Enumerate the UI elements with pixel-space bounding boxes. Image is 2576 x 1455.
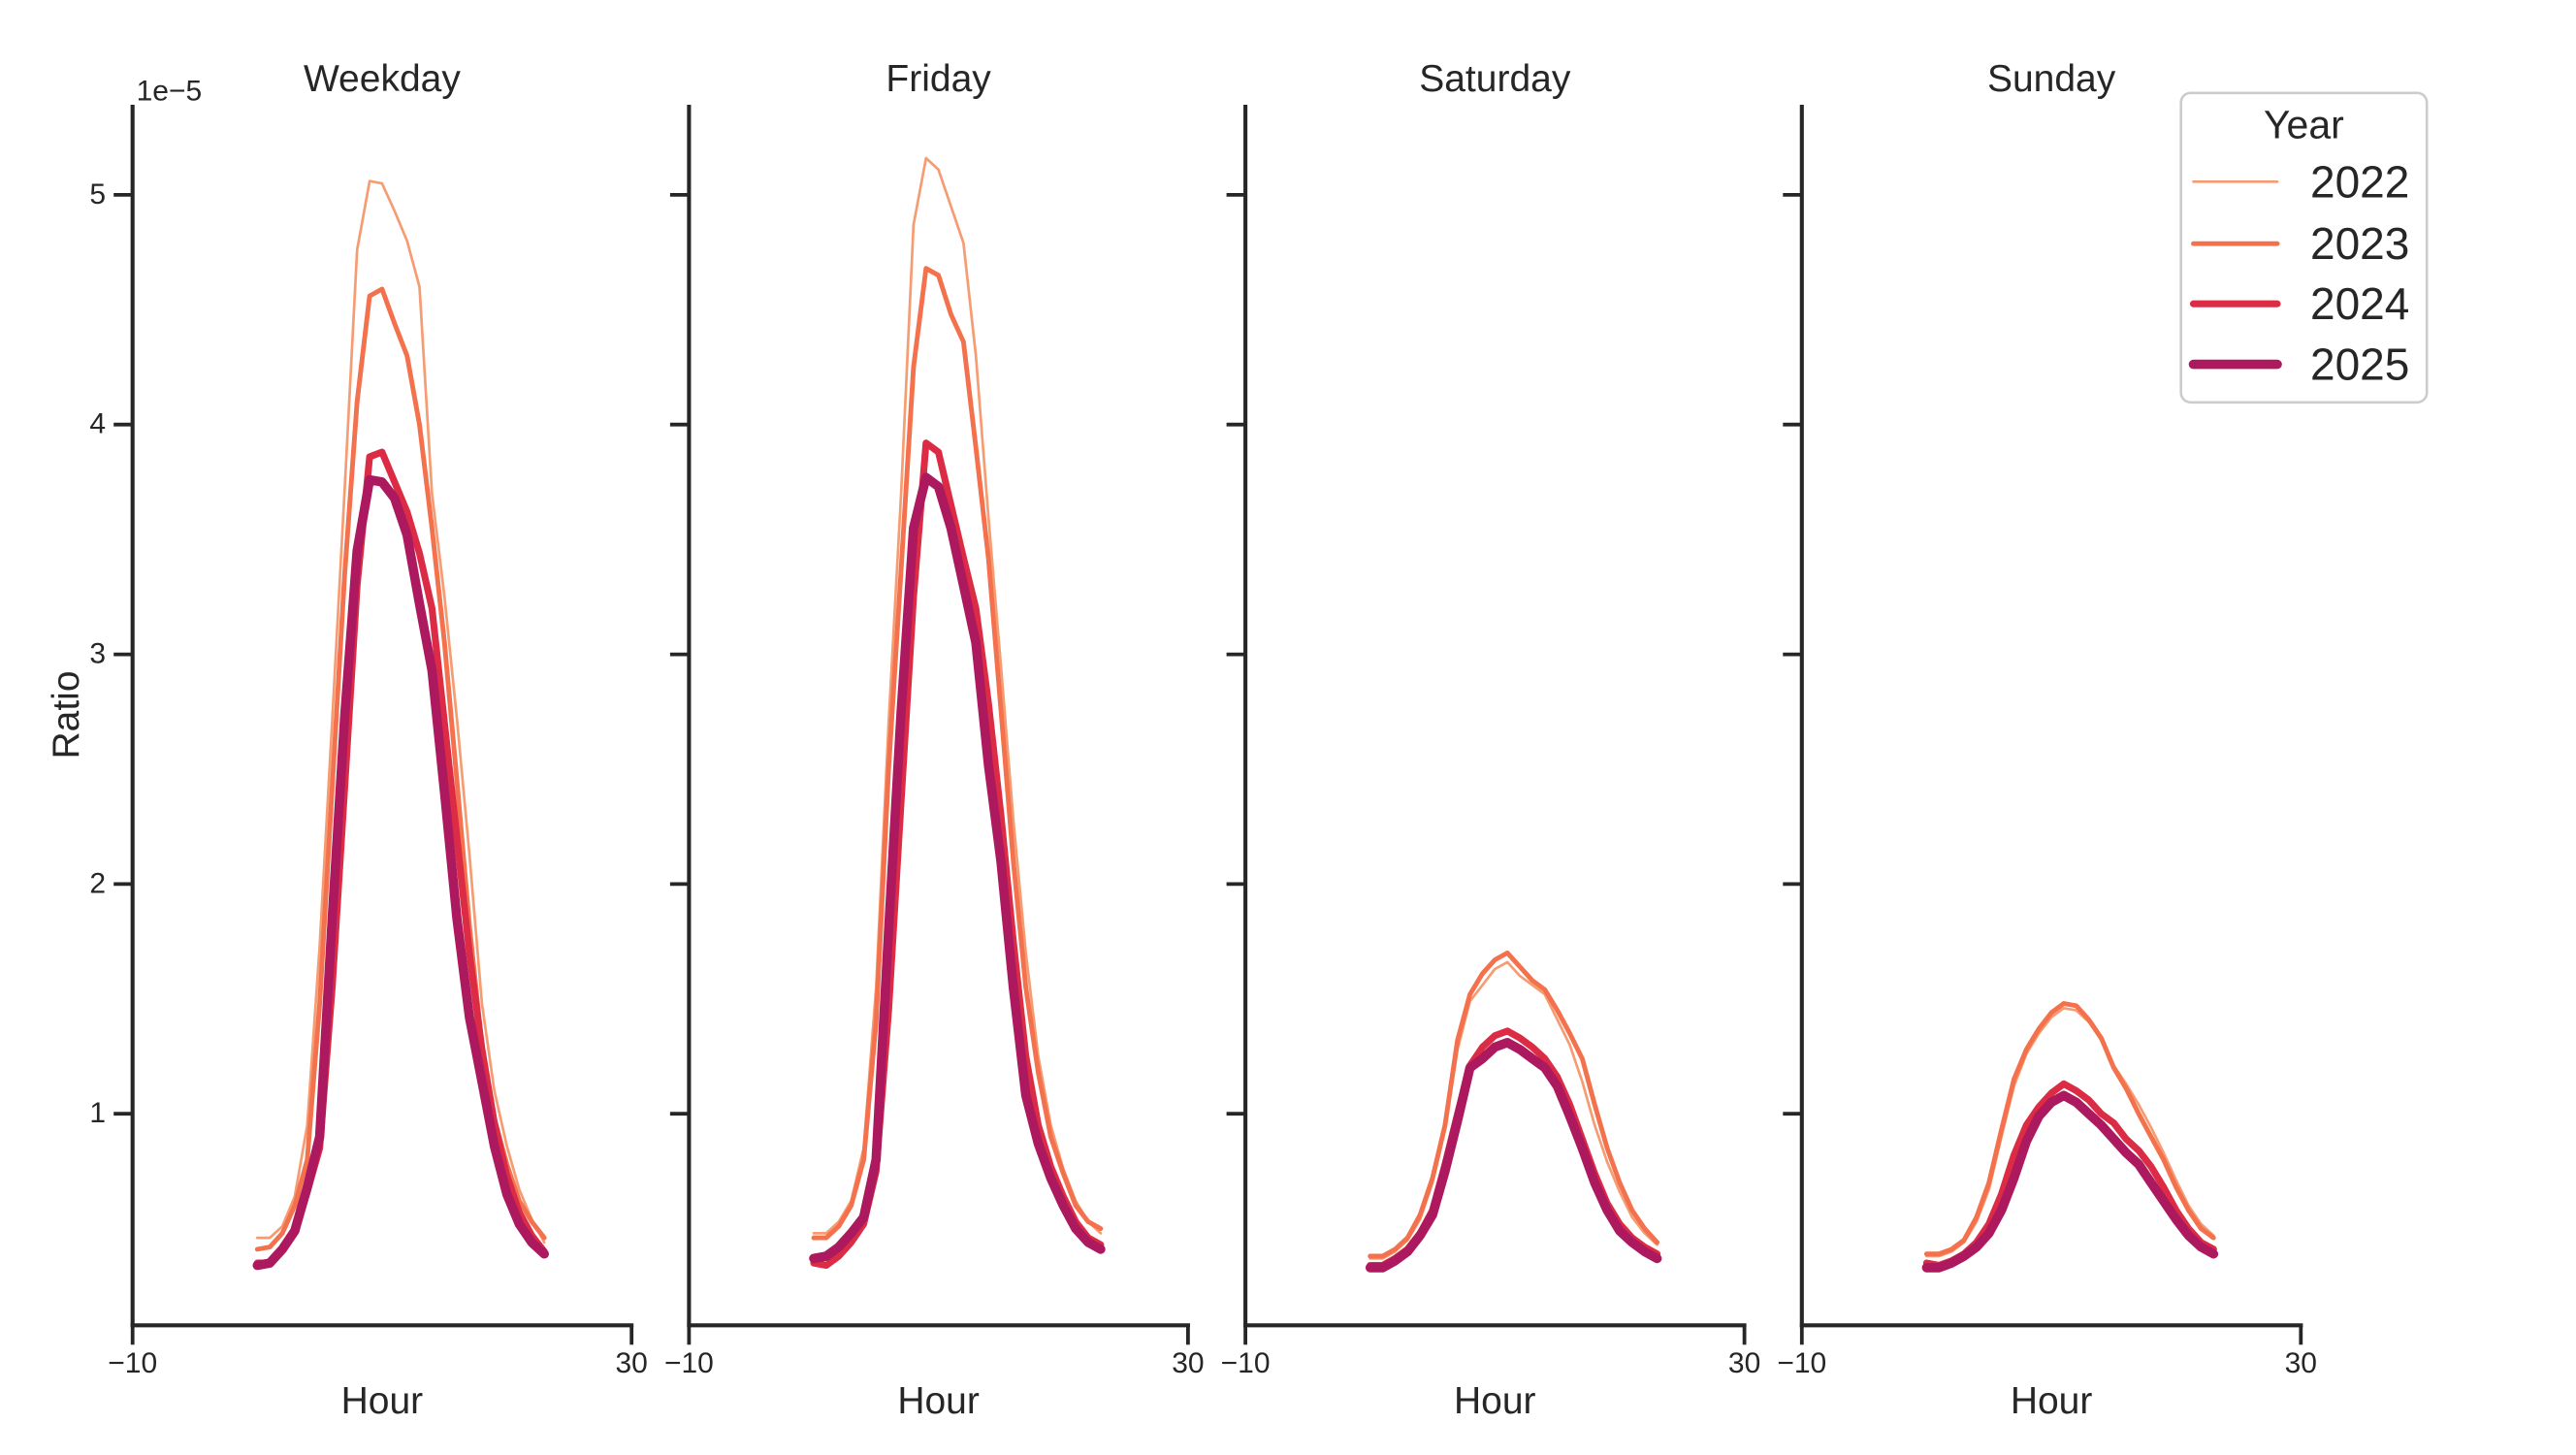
- svg-text:3: 3: [89, 638, 106, 670]
- svg-text:Hour: Hour: [897, 1380, 980, 1422]
- svg-text:−10: −10: [1777, 1347, 1826, 1379]
- svg-text:30: 30: [1728, 1347, 1760, 1379]
- svg-text:Hour: Hour: [341, 1380, 424, 1422]
- svg-text:Weekday: Weekday: [304, 58, 461, 100]
- svg-text:30: 30: [616, 1347, 648, 1379]
- svg-text:2024: 2024: [2310, 278, 2409, 329]
- svg-text:Ratio: Ratio: [46, 670, 87, 759]
- svg-text:2: 2: [89, 867, 106, 899]
- svg-text:30: 30: [1172, 1347, 1204, 1379]
- svg-text:Friday: Friday: [886, 58, 991, 100]
- svg-text:1: 1: [89, 1097, 106, 1129]
- svg-text:Year: Year: [2264, 102, 2344, 146]
- svg-text:Hour: Hour: [1454, 1380, 1536, 1422]
- svg-text:−10: −10: [664, 1347, 714, 1379]
- svg-text:Hour: Hour: [2011, 1380, 2093, 1422]
- svg-text:2022: 2022: [2310, 156, 2409, 207]
- svg-text:2025: 2025: [2310, 340, 2409, 390]
- svg-text:4: 4: [89, 408, 106, 440]
- svg-text:Saturday: Saturday: [1419, 58, 1571, 100]
- svg-text:1e−5: 1e−5: [137, 76, 203, 108]
- svg-text:−10: −10: [1221, 1347, 1271, 1379]
- svg-text:Sunday: Sunday: [1987, 58, 2116, 100]
- svg-text:5: 5: [89, 178, 106, 210]
- svg-text:−10: −10: [108, 1347, 157, 1379]
- svg-text:30: 30: [2285, 1347, 2317, 1379]
- svg-text:2023: 2023: [2310, 218, 2409, 269]
